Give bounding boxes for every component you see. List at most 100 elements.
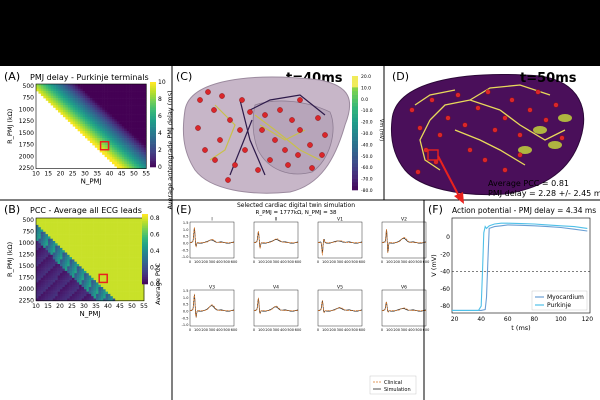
ap-x-tick: 120 [582,316,594,323]
heatmap-cell [67,277,70,281]
heatmap-cell [52,291,56,295]
heatmap-cell [40,257,44,260]
heatmap-cell [121,138,125,141]
heatmap-cell [52,227,56,230]
heatmap-cell [134,298,138,302]
heatmap-cell [105,261,109,265]
heatmap-cell [115,218,118,221]
heatmap-cell [81,277,85,281]
heatmap-cell [76,245,80,249]
heatmap-cell [89,102,93,106]
heatmap-cell [67,254,70,258]
heatmap-cell [86,287,90,290]
heatmap-cell [131,163,135,167]
heatmap-cell [67,270,70,274]
heatmap-cell [87,86,91,89]
heatmap-cell [114,163,118,167]
heatmap-cell [134,250,138,253]
heatmap-cell [116,131,120,134]
heatmap-cell [87,100,91,104]
heatmap-cell [40,282,44,285]
colorbar-swatch [150,152,156,155]
heatmap-cell [138,145,142,148]
heatmap-cell [40,280,44,283]
heatmap-cell [43,280,46,283]
heatmap-cell [80,112,83,115]
heatmap-cell [117,282,121,285]
heatmap-cell [138,88,142,92]
ecg-x-tick: 400 [408,328,415,332]
heatmap-cell [131,126,135,129]
heatmap-cell [134,277,138,281]
heatmap-cell [136,105,140,108]
heatmap-cell [127,229,130,233]
heatmap-cell [129,229,133,233]
heatmap-cell [89,133,93,136]
heatmap-cell [127,270,130,274]
heatmap-cell [143,123,147,127]
panel-f-title: Action potential - PMJ delay = 4.34 ms [452,206,596,215]
heatmap-cell [114,152,118,155]
heatmap-cell [55,241,58,244]
colorbar-a-label: Average anterograde PMJ delay (ms) [166,90,174,209]
heatmap-cell [124,88,127,92]
heatmap-cell [117,218,121,221]
ap-y-tick: -80 [440,303,450,310]
heatmap-cell [138,121,142,125]
heatmap-cell [141,149,145,153]
heatmap-cell [75,102,78,106]
heatmap-cell [121,142,125,146]
heatmap-cell [50,102,54,106]
heatmap-cell [48,91,51,94]
heatmap-cell [100,231,104,235]
heatmap-cell [105,289,109,292]
heatmap-cell [60,231,63,235]
heatmap-cell [132,227,135,230]
heatmap-cell [79,238,82,242]
heatmap-cell [117,264,121,267]
heatmap-cell [45,252,49,256]
ecg-lead-v4: V40 100 200 300 400 500 600 [253,285,301,333]
heatmap-cell [94,126,98,129]
heatmap-cell [60,112,64,115]
heatmap-cell [139,270,142,274]
heatmap-cell [60,243,63,246]
heatmap-cell [62,231,66,235]
heatmap-cell [141,102,145,106]
heatmap-cell [112,287,116,290]
heatmap-cell [115,234,118,237]
purkinje-branch [259,124,306,141]
ecg-lead-v2: V20 100 200 300 400 500 600 [381,217,429,265]
heatmap-cell [45,247,49,251]
heatmap-cell [143,154,147,158]
heatmap-cell [111,114,115,118]
colorbar-swatch [142,231,148,234]
heatmap-cell [131,107,135,111]
heatmap-cell [126,112,130,115]
heatmap-cell [72,224,75,228]
heatmap-cell [91,236,94,239]
heatmap-cell [98,293,102,297]
heatmap-cell [76,218,80,221]
purkinje-terminal [502,167,508,173]
y-axis-label: R_PMJ (kΩ) [6,109,14,144]
heatmap-cell [109,86,113,89]
ecg-x-tick: 200 [329,260,336,264]
heatmap-cell [36,252,39,256]
heatmap-cell [97,91,100,94]
heatmap-cell [50,229,54,233]
heatmap-cell [104,109,108,113]
heatmap-cell [48,84,51,87]
heatmap-cell [76,252,80,256]
heatmap-cell [88,243,92,246]
heatmap-cell [79,231,82,235]
y-tick-label: 1250 [19,251,34,258]
heatmap-cell [60,91,64,94]
heatmap-cell [136,259,140,262]
heatmap-cell [107,121,110,125]
heatmap-cell [80,88,83,92]
heatmap-cell [72,287,75,290]
ecg-x-tick: 600 [359,260,366,264]
heatmap-cell [38,243,42,246]
heatmap-cell [127,261,130,265]
